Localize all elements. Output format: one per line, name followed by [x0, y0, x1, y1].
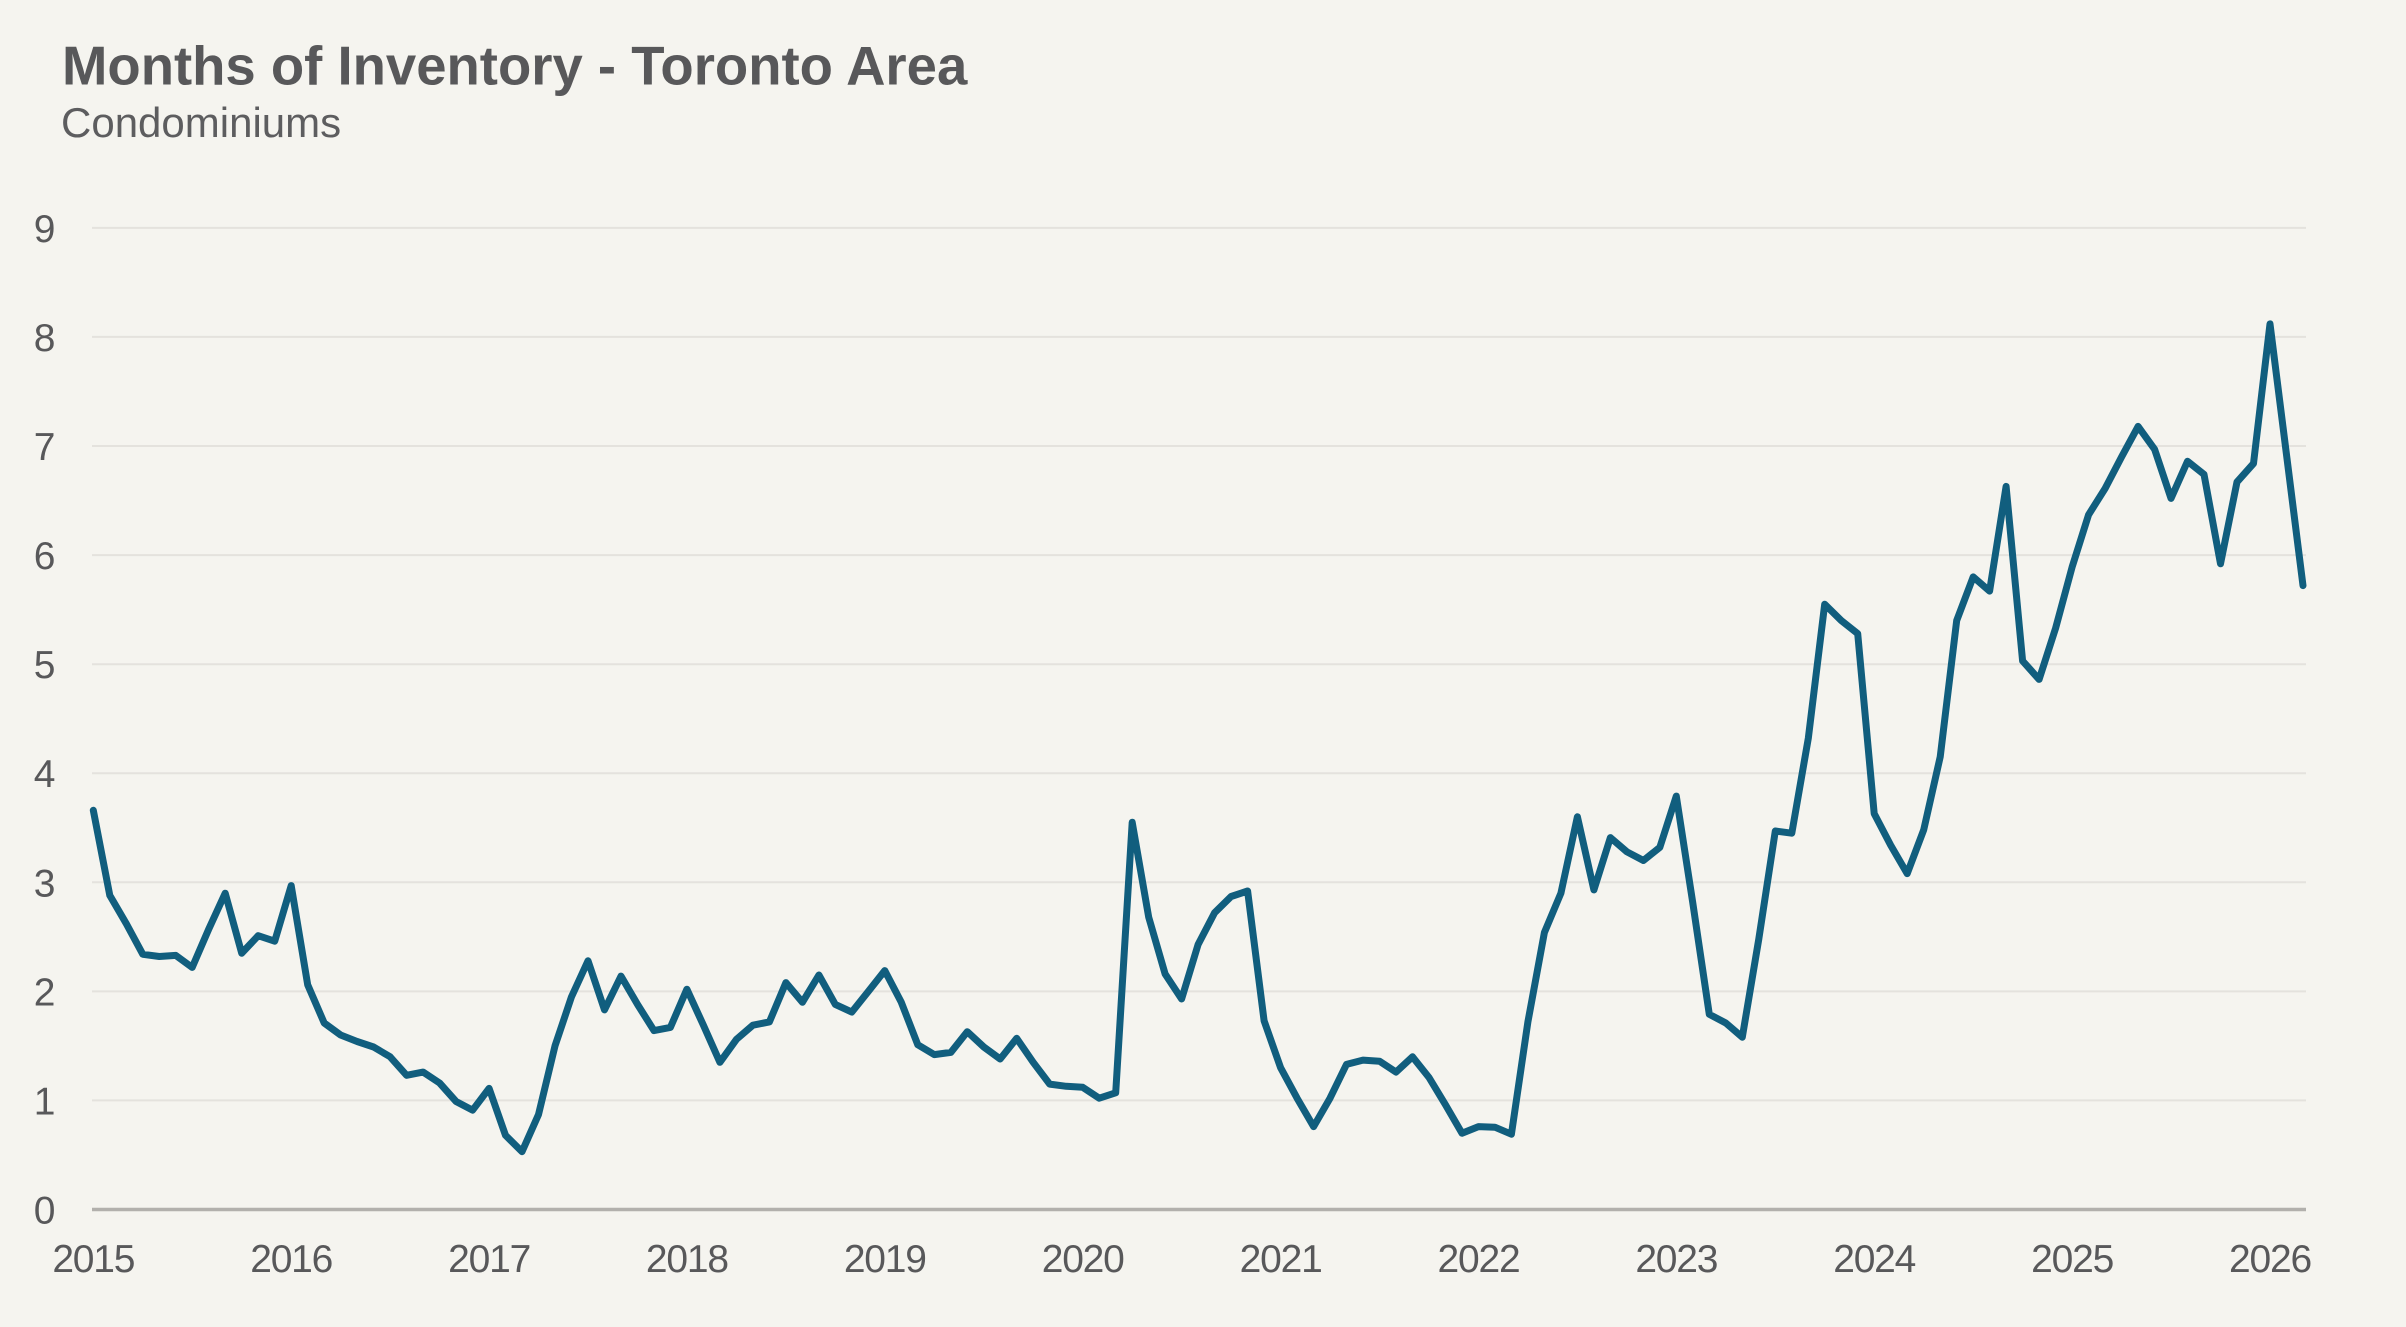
svg-text:2023: 2023 [1635, 1238, 1717, 1281]
svg-text:2021: 2021 [1240, 1238, 1322, 1281]
svg-text:2022: 2022 [1438, 1238, 1520, 1281]
svg-text:Condominiums: Condominiums [61, 99, 341, 146]
svg-text:0: 0 [34, 1190, 56, 1233]
svg-text:5: 5 [34, 644, 56, 687]
svg-text:9: 9 [34, 208, 56, 251]
svg-text:3: 3 [34, 862, 56, 905]
svg-text:2025: 2025 [2031, 1238, 2113, 1281]
svg-text:7: 7 [34, 426, 56, 469]
svg-text:2017: 2017 [448, 1238, 530, 1281]
svg-text:1: 1 [34, 1080, 56, 1123]
svg-text:6: 6 [34, 535, 56, 578]
svg-text:8: 8 [34, 317, 56, 360]
svg-text:2016: 2016 [250, 1238, 332, 1281]
svg-text:2: 2 [34, 971, 56, 1014]
svg-text:2019: 2019 [844, 1238, 926, 1281]
svg-text:2018: 2018 [646, 1238, 728, 1281]
svg-text:2024: 2024 [1833, 1238, 1915, 1281]
svg-text:2026: 2026 [2229, 1238, 2311, 1281]
svg-text:Months of Inventory - Toronto: Months of Inventory - Toronto Area [62, 36, 968, 97]
svg-text:2015: 2015 [52, 1238, 134, 1281]
svg-text:4: 4 [34, 753, 56, 796]
svg-text:2020: 2020 [1042, 1238, 1124, 1281]
